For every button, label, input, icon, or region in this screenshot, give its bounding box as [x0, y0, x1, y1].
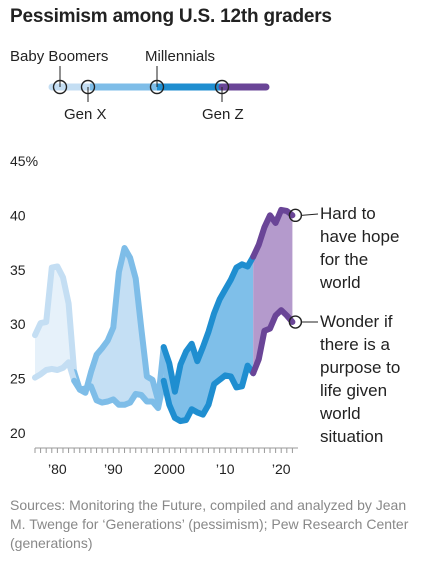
legend-marker — [214, 79, 230, 95]
x-tick-label: ’90 — [104, 461, 123, 477]
series-line-hope — [71, 245, 167, 404]
legend-marker — [80, 79, 96, 95]
x-tick-label: 2000 — [154, 461, 185, 477]
series-label: Wonder if there is a purpose to life given w… — [319, 312, 400, 446]
series-label: Hard to have hope for the world — [319, 204, 399, 292]
series-line-purpose — [250, 307, 296, 377]
generation-legend: Baby Boomers Millennials Gen X Gen Z — [10, 48, 270, 123]
chart-title: Pessimism among U.S. 12th graders — [10, 6, 332, 27]
series-labels: Hard to have hope for the world Wonder if the… — [288, 204, 400, 446]
area-gen-x — [74, 248, 164, 409]
legend-label-bottom: Gen Z — [202, 106, 244, 123]
legend-marker — [149, 79, 165, 95]
y-tick-label: 30 — [10, 316, 26, 332]
series-line-purpose — [160, 362, 257, 425]
legend-marker — [52, 79, 68, 95]
legend-label-top: Millennials — [145, 48, 215, 65]
series-line-hope — [160, 253, 257, 395]
label-leader — [301, 213, 319, 216]
y-tick-label: 20 — [10, 425, 26, 441]
x-tick-label: ’10 — [216, 461, 235, 477]
series-line-hope — [32, 263, 78, 376]
x-tick-label: ’80 — [48, 461, 67, 477]
series-lines — [32, 206, 296, 425]
sources-note: Sources: Monitoring the Future, compiled… — [10, 497, 409, 551]
axes: 45% 20 25 30 35 40 ’80 ’90 2000 ’10 ’20 — [10, 153, 298, 477]
legend-label-bottom: Gen X — [64, 106, 107, 123]
y-tick-label: 25 — [10, 371, 26, 387]
series-line-hope — [250, 206, 296, 260]
series-line-purpose — [32, 359, 78, 384]
x-tick-label: ’20 — [272, 461, 291, 477]
legend-label-top: Baby Boomers — [10, 48, 108, 65]
y-tick-label: 35 — [10, 262, 26, 278]
series-line-purpose — [71, 377, 167, 412]
y-tick-label: 40 — [10, 207, 26, 223]
y-unit-label: 45% — [10, 153, 38, 169]
